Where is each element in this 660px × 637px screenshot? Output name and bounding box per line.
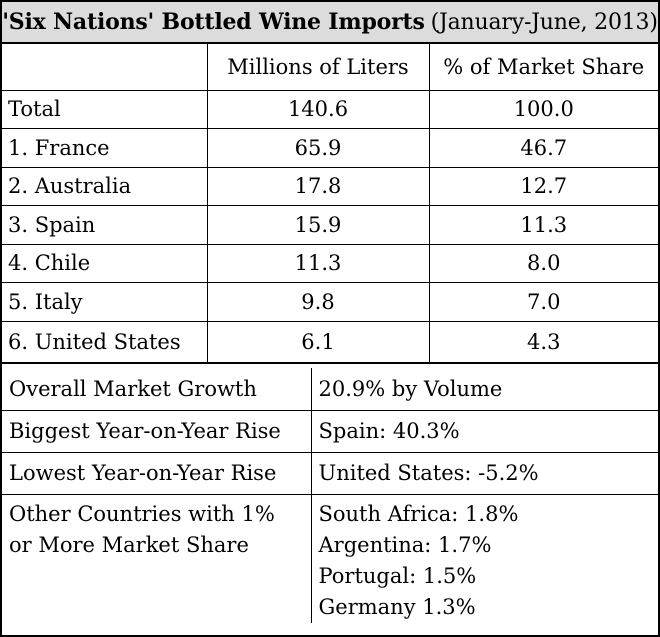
summary-value: Spain: 40.3% xyxy=(311,410,658,453)
liters-cell: 65.9 xyxy=(207,128,430,168)
country-cell: 1. France xyxy=(2,128,208,168)
other-country: Argentina: 1.7% xyxy=(318,532,492,557)
share-cell: 12.7 xyxy=(429,167,658,206)
country-cell: 2. Australia xyxy=(2,167,208,206)
title-main: 'Six Nations' Bottled Wine Imports xyxy=(2,9,425,35)
share-cell: 8.0 xyxy=(429,244,658,283)
summary-label: Lowest Year-on-Year Rise xyxy=(2,452,312,495)
summary-value: South Africa: 1.8% Argentina: 1.7% Portu… xyxy=(311,494,658,623)
summary-row-biggest: Biggest Year-on-Year Rise Spain: 40.3% xyxy=(2,410,658,453)
imports-table: Millions of Liters % of Market Share Tot… xyxy=(2,44,658,364)
table-row: 3. Spain 15.9 11.3 xyxy=(2,205,658,245)
country-cell: 5. Italy xyxy=(2,282,208,322)
country-cell: Total xyxy=(2,90,208,129)
other-country: South Africa: 1.8% xyxy=(318,501,519,526)
header-liters: Millions of Liters xyxy=(207,44,430,91)
document-title: 'Six Nations' Bottled Wine Imports (Janu… xyxy=(2,2,658,44)
table-row: 6. United States 6.1 4.3 xyxy=(2,321,658,364)
table-row: Total 140.6 100.0 xyxy=(2,90,658,129)
share-cell: 4.3 xyxy=(429,321,658,364)
country-cell: 4. Chile xyxy=(2,244,208,283)
liters-cell: 15.9 xyxy=(207,205,430,245)
other-label-line: Other Countries with 1% xyxy=(9,501,275,526)
table-row: 2. Australia 17.8 12.7 xyxy=(2,167,658,206)
table-row: 5. Italy 9.8 7.0 xyxy=(2,282,658,322)
liters-cell: 6.1 xyxy=(207,321,430,364)
liters-cell: 9.8 xyxy=(207,282,430,322)
table-header-row: Millions of Liters % of Market Share xyxy=(2,44,658,91)
summary-value: United States: -5.2% xyxy=(311,452,658,495)
liters-cell: 140.6 xyxy=(207,90,430,129)
summary-row-growth: Overall Market Growth 20.9% by Volume xyxy=(2,368,658,411)
header-share: % of Market Share xyxy=(429,44,658,91)
share-cell: 11.3 xyxy=(429,205,658,245)
summary-label: Biggest Year-on-Year Rise xyxy=(2,410,312,453)
table-row: 1. France 65.9 46.7 xyxy=(2,128,658,168)
share-cell: 46.7 xyxy=(429,128,658,168)
other-country: Germany 1.3% xyxy=(318,594,476,619)
summary-value: 20.9% by Volume xyxy=(311,368,658,411)
share-cell: 7.0 xyxy=(429,282,658,322)
header-blank xyxy=(2,44,208,91)
country-cell: 3. Spain xyxy=(2,205,208,245)
share-cell: 100.0 xyxy=(429,90,658,129)
summary-label: Other Countries with 1% or More Market S… xyxy=(2,494,312,623)
summary-label: Overall Market Growth xyxy=(2,368,312,411)
summary-row-other: Other Countries with 1% or More Market S… xyxy=(2,494,658,623)
liters-cell: 17.8 xyxy=(207,167,430,206)
country-cell: 6. United States xyxy=(2,321,208,364)
other-country: Portugal: 1.5% xyxy=(318,563,477,588)
table-row: 4. Chile 11.3 8.0 xyxy=(2,244,658,283)
title-period: (January-June, 2013) xyxy=(430,9,658,35)
other-label-line: or More Market Share xyxy=(9,532,249,557)
liters-cell: 11.3 xyxy=(207,244,430,283)
summary-table: Overall Market Growth 20.9% by Volume Bi… xyxy=(2,368,658,623)
summary-row-lowest: Lowest Year-on-Year Rise United States: … xyxy=(2,452,658,495)
